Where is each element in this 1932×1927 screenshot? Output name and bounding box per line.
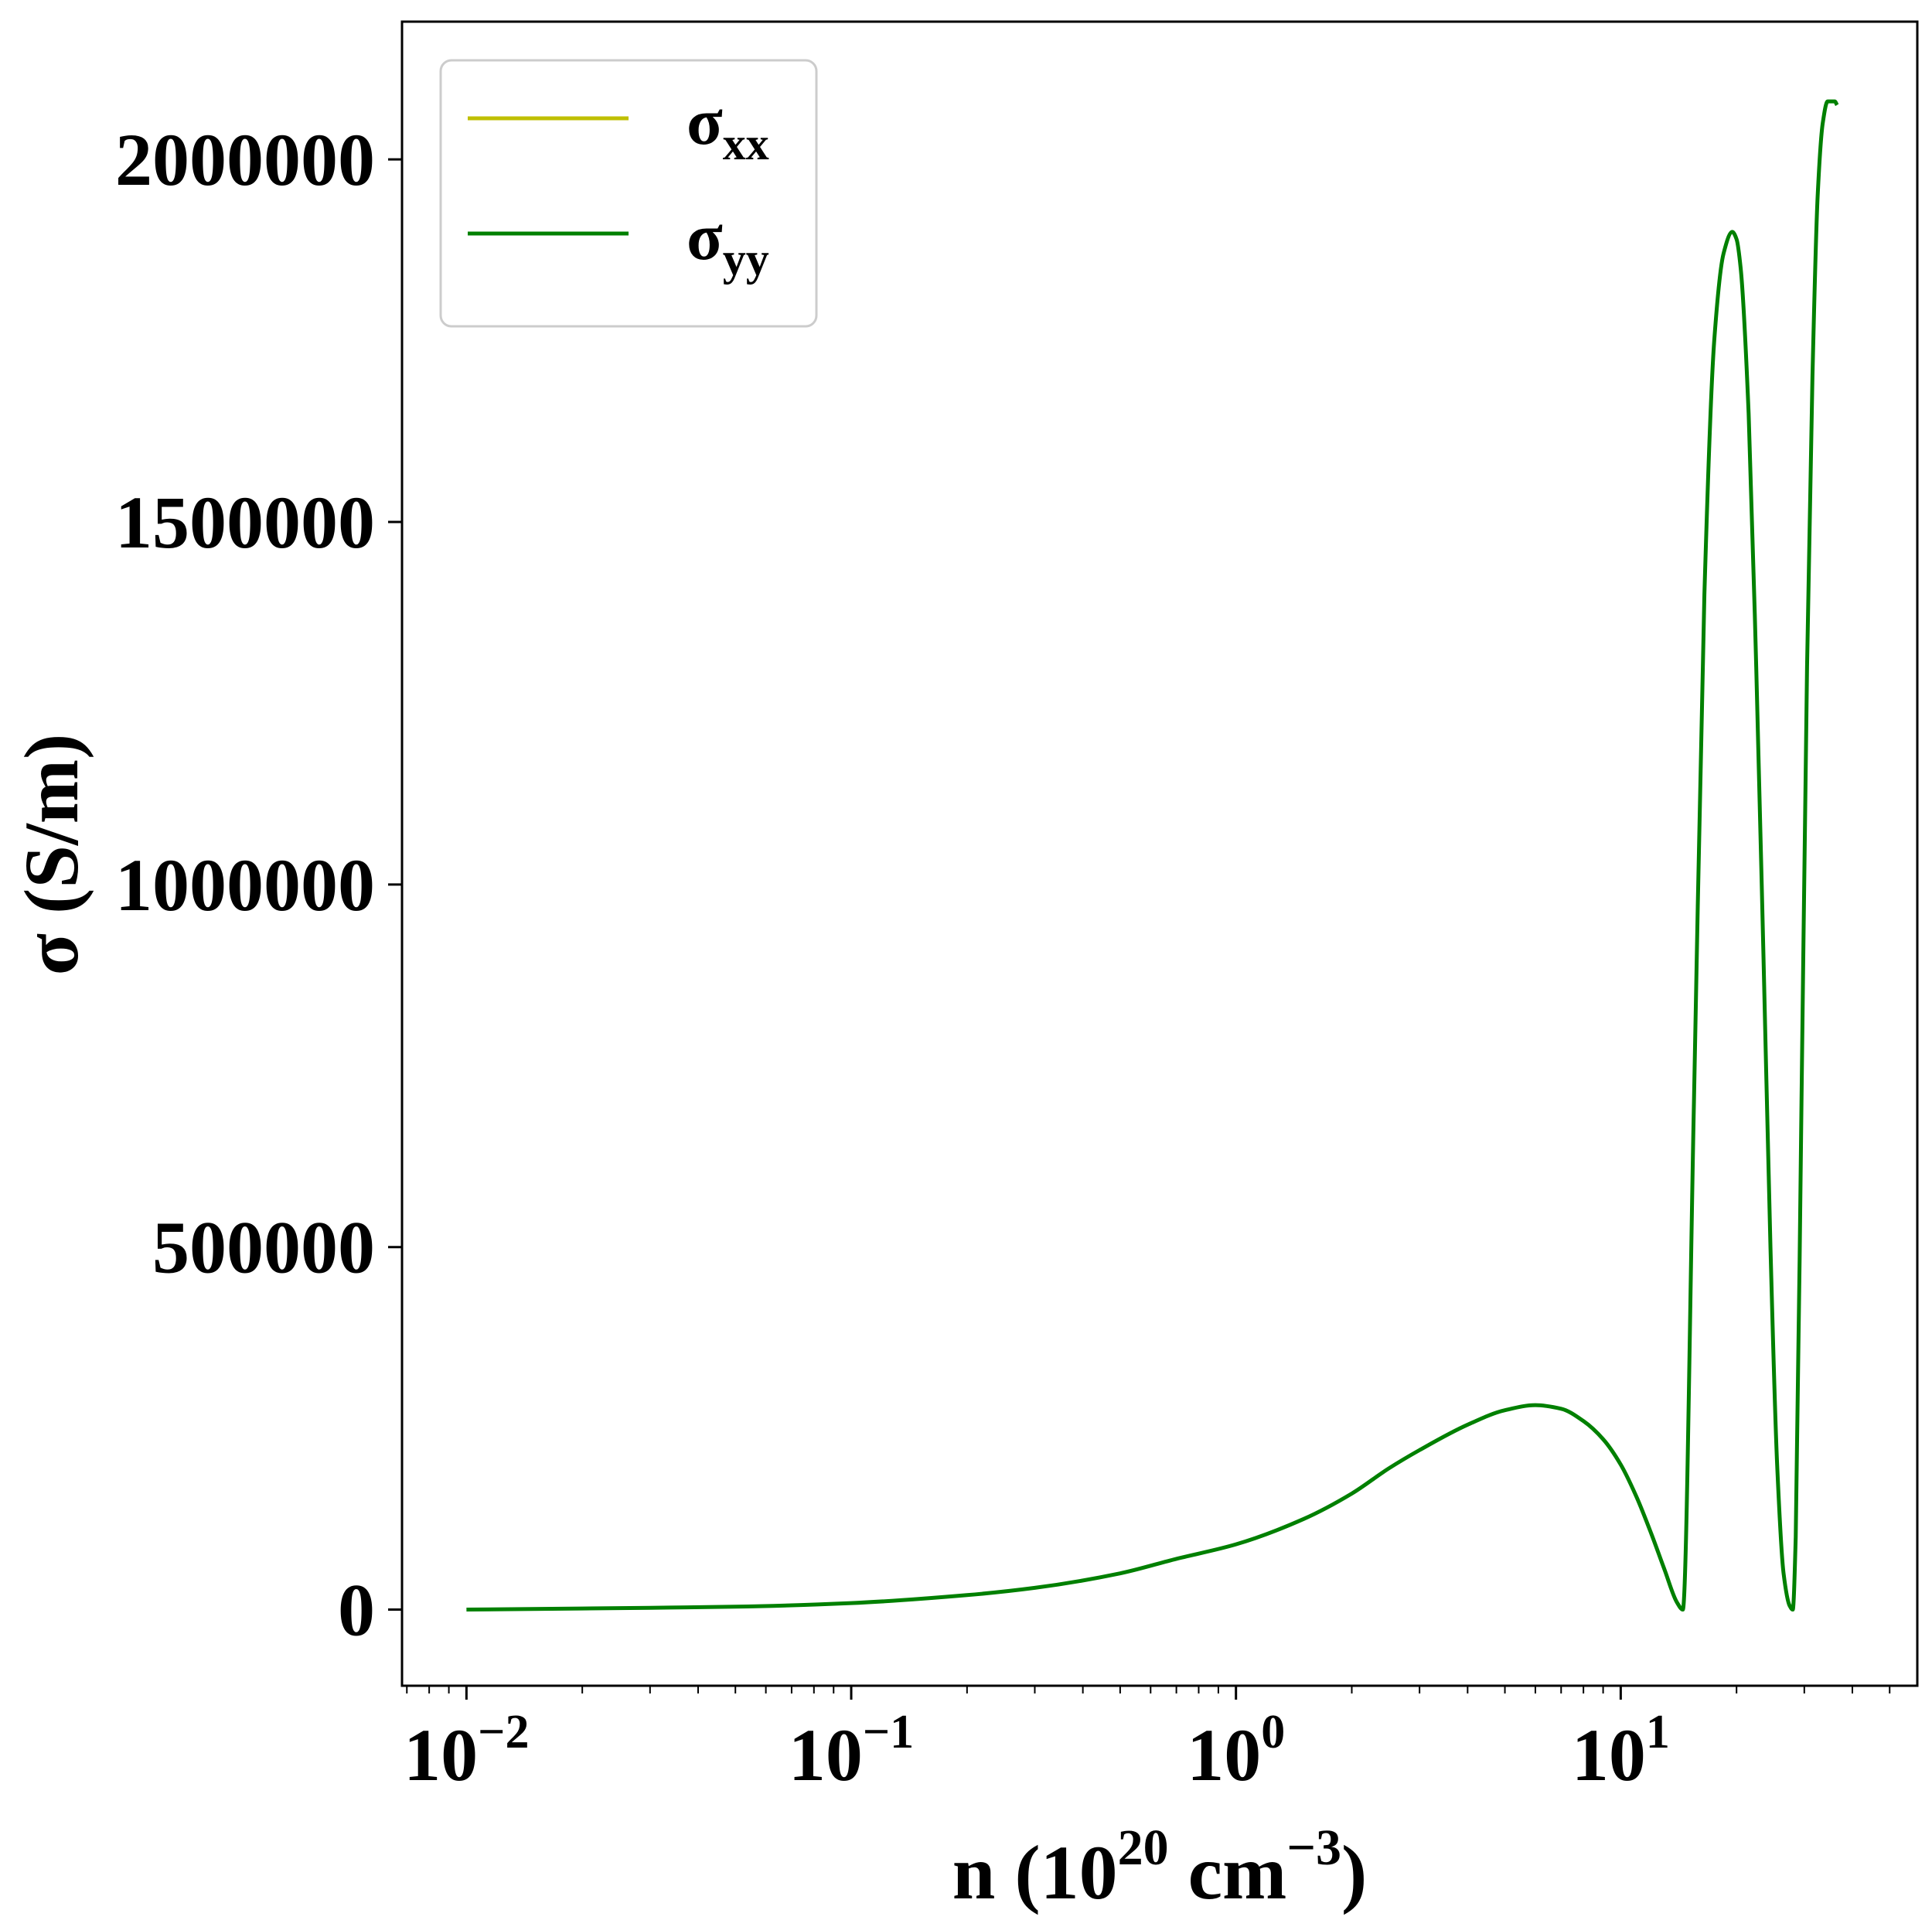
x-tick-label-exponent: 1 <box>1646 1706 1670 1758</box>
legend-label-sigma-xx: σxx <box>687 84 769 169</box>
legend-label-sigma-xx-base: σ <box>687 84 723 159</box>
x-axis-label-suffix: ) <box>1341 1830 1367 1915</box>
legend-box <box>439 59 818 328</box>
y-tick-label: 2000000 <box>115 118 375 201</box>
x-tick-label-base: 10 <box>1187 1714 1261 1796</box>
legend-label-sigma-yy-base: σ <box>687 200 723 274</box>
plot-frame <box>400 20 1919 1687</box>
x-tick-label: 101 <box>1572 1706 1670 1796</box>
tick-labels: 10−2 10−1 100 10105000001000000150000020000… <box>115 118 1670 1796</box>
series-lines <box>466 99 1839 1612</box>
y-tick-label: 1000000 <box>115 844 375 926</box>
x-tick-label: 10−1 <box>789 1706 914 1796</box>
x-axis-label-prefix: n (10 <box>952 1830 1118 1915</box>
x-tick-label: 10−2 <box>404 1706 529 1796</box>
x-axis-label-mid: cm <box>1169 1830 1287 1915</box>
major-ticks <box>388 158 1622 1700</box>
x-tick-label-exponent: −2 <box>478 1706 529 1758</box>
series-line-1 <box>466 99 1839 1612</box>
legend-label-sigma-yy-sub: yy <box>723 234 769 285</box>
x-tick-label-exponent: −1 <box>863 1706 914 1758</box>
legend-label-sigma-xx-sub: xx <box>723 118 769 169</box>
y-tick-label: 0 <box>338 1569 375 1652</box>
x-tick-label-base: 10 <box>1572 1714 1646 1796</box>
x-minor-ticks <box>406 1686 1891 1693</box>
x-axis-label-exp1: 20 <box>1118 1820 1169 1876</box>
legend-label-sigma-yy: σyy <box>687 200 769 285</box>
x-axis-label-exp2: −3 <box>1286 1820 1341 1876</box>
x-axis-label: n (1020 cm−3) <box>952 1820 1368 1915</box>
y-tick-label: 1500000 <box>115 481 375 564</box>
y-tick-label: 500000 <box>152 1206 375 1289</box>
legend: σxx σyy <box>439 59 818 328</box>
x-tick-label: 100 <box>1187 1706 1285 1796</box>
x-tick-label-exponent: 0 <box>1261 1706 1285 1758</box>
x-tick-label-base: 10 <box>404 1714 478 1796</box>
x-tick-label-base: 10 <box>789 1714 863 1796</box>
y-axis-label: σ (S/m) <box>9 734 94 976</box>
